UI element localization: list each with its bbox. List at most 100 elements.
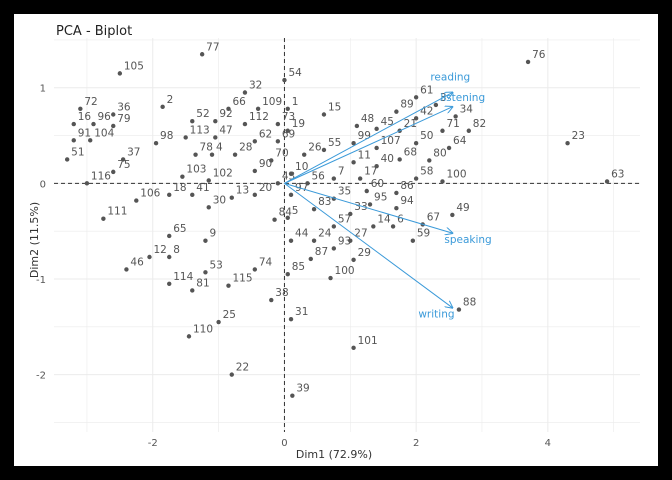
tick-labels: -2 0 2 4-2-101	[36, 84, 551, 449]
point-marker	[351, 257, 356, 263]
point-marker	[354, 123, 360, 129]
point-marker	[413, 140, 419, 146]
point-marker	[232, 152, 238, 157]
point-label: 76	[532, 49, 546, 61]
point-marker	[111, 169, 116, 175]
x-tick-label: 2	[413, 438, 419, 449]
point-label: 68	[404, 146, 417, 158]
point-label: 59	[417, 228, 430, 240]
point-marker	[351, 140, 356, 146]
point-label: 46	[130, 256, 144, 268]
point-marker	[374, 145, 379, 151]
point-marker	[565, 140, 570, 146]
point-label: 105	[124, 60, 144, 72]
point-marker	[367, 202, 373, 207]
point-label: 21	[404, 118, 417, 130]
point-marker	[252, 139, 258, 144]
point-label: 69	[282, 128, 295, 140]
point-label: 50	[420, 130, 433, 142]
point-marker	[328, 275, 333, 281]
point-marker	[252, 192, 258, 198]
point-label: 93	[338, 235, 351, 247]
point-marker	[101, 216, 106, 221]
point-marker	[190, 288, 195, 293]
point-marker	[78, 106, 83, 111]
point-marker	[371, 224, 376, 229]
point-marker	[288, 171, 294, 176]
point-marker	[275, 139, 281, 144]
point-label: 86	[400, 180, 414, 192]
point-label: 74	[259, 256, 273, 268]
y-tick-label: -2	[36, 371, 46, 382]
point-marker	[167, 233, 172, 239]
point-label: 35	[338, 186, 351, 198]
point-marker	[331, 246, 337, 251]
point-label: 58	[420, 166, 433, 178]
point-marker	[348, 211, 353, 217]
point-label: 92	[219, 108, 232, 120]
point-marker	[226, 283, 231, 288]
point-label: 100	[335, 265, 355, 277]
point-marker	[206, 205, 211, 210]
point-label: 90	[259, 158, 272, 170]
point-marker	[84, 181, 90, 186]
point-label: 99	[358, 130, 371, 142]
point-marker	[167, 254, 172, 260]
point-label: 87	[315, 246, 328, 258]
point-marker	[206, 178, 211, 183]
point-label: 40	[381, 153, 394, 165]
point-marker	[190, 192, 195, 198]
point-label: 91	[78, 127, 91, 139]
point-label: 37	[127, 146, 140, 158]
point-marker	[453, 114, 458, 119]
point-label: 44	[295, 228, 309, 240]
point-marker	[199, 52, 205, 57]
point-marker	[348, 238, 353, 243]
point-label: 66	[232, 96, 246, 108]
point-marker	[446, 145, 452, 151]
point-marker	[124, 267, 129, 272]
point-label: 1	[292, 96, 299, 108]
x-axis-label: Dim1 (72.9%)	[296, 448, 372, 461]
point-label: 77	[206, 41, 219, 53]
y-tick-label: 0	[40, 179, 46, 190]
point-marker	[285, 106, 290, 111]
point-label: 114	[173, 271, 193, 283]
point-label: 63	[611, 168, 624, 180]
point-label: 97	[295, 182, 308, 194]
point-label: 102	[213, 167, 233, 179]
point-label: 20	[259, 182, 272, 194]
point-label: 28	[239, 142, 252, 154]
point-label: 42	[420, 105, 433, 117]
point-marker	[440, 179, 445, 184]
point-label: 56	[311, 170, 325, 182]
point-label: 109	[262, 96, 282, 108]
point-marker	[374, 126, 379, 132]
point-label: 27	[354, 228, 367, 240]
point-label: 13	[236, 185, 249, 197]
vector-arrow	[284, 93, 452, 184]
point-label: 22	[236, 362, 249, 374]
point-label: 71	[446, 118, 459, 130]
point-marker	[282, 77, 287, 83]
point-label: 85	[292, 261, 305, 273]
point-label: 9	[209, 228, 216, 240]
point-marker	[134, 198, 139, 203]
point-marker	[269, 158, 274, 163]
chart-title: PCA - Biplot	[56, 24, 133, 39]
point-marker	[252, 267, 258, 272]
point-label: 39	[296, 383, 309, 395]
point-label: 2	[167, 94, 174, 106]
point-marker	[331, 224, 337, 229]
point-label: 65	[173, 223, 186, 235]
point-label: 89	[400, 99, 413, 111]
point-marker	[242, 121, 248, 127]
point-marker	[285, 128, 290, 133]
point-marker	[302, 152, 307, 157]
point-label: 82	[473, 118, 486, 130]
point-label: 115	[232, 273, 252, 285]
point-label: 45	[381, 116, 394, 128]
point-label: 84	[279, 207, 293, 219]
point-marker	[147, 254, 152, 260]
